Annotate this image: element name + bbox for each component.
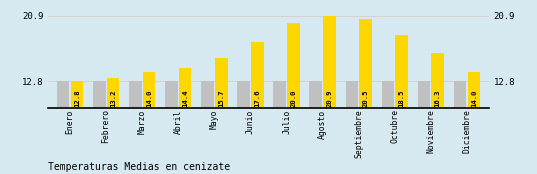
Bar <box>179 68 192 108</box>
Bar <box>251 42 264 108</box>
Text: 20.5: 20.5 <box>362 89 368 107</box>
Bar <box>273 81 286 108</box>
Text: 15.7: 15.7 <box>218 89 224 107</box>
Text: 17.6: 17.6 <box>255 89 260 107</box>
Text: 14.0: 14.0 <box>146 89 152 107</box>
Bar <box>165 81 178 108</box>
Bar <box>346 81 358 108</box>
Text: 13.2: 13.2 <box>110 89 116 107</box>
Bar <box>237 81 250 108</box>
Bar <box>454 81 467 108</box>
Bar <box>323 16 336 108</box>
Bar <box>70 81 83 108</box>
Bar <box>93 81 106 108</box>
Bar <box>431 53 444 108</box>
Text: 14.4: 14.4 <box>182 89 188 107</box>
Text: 12.8: 12.8 <box>74 89 80 107</box>
Bar <box>395 35 408 108</box>
Text: 18.5: 18.5 <box>398 89 405 107</box>
Bar <box>107 78 119 108</box>
Text: 16.3: 16.3 <box>435 89 441 107</box>
Bar <box>418 81 430 108</box>
Bar <box>468 72 480 108</box>
Text: 20.9: 20.9 <box>326 89 332 107</box>
Text: 14.0: 14.0 <box>471 89 477 107</box>
Bar <box>201 81 214 108</box>
Bar <box>287 23 300 108</box>
Bar <box>382 81 394 108</box>
Bar <box>143 72 155 108</box>
Bar <box>359 19 372 108</box>
Bar <box>129 81 142 108</box>
Text: 20.0: 20.0 <box>291 89 296 107</box>
Bar <box>215 58 228 108</box>
Bar <box>57 81 69 108</box>
Bar <box>309 81 322 108</box>
Text: Temperaturas Medias en cenizate: Temperaturas Medias en cenizate <box>48 162 230 172</box>
